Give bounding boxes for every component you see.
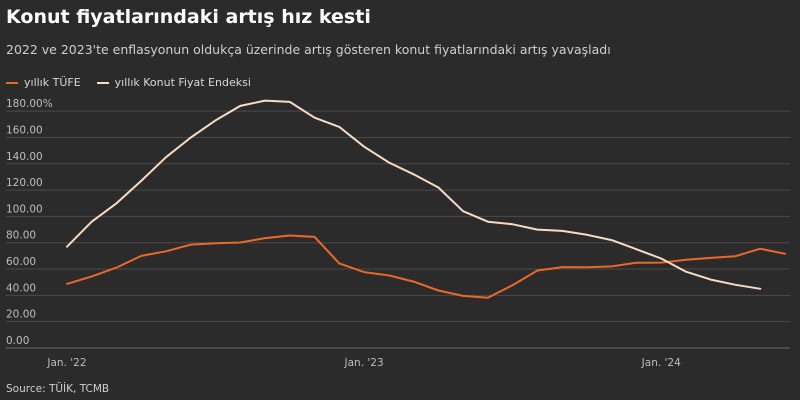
y-tick-label: 0.00 bbox=[6, 335, 29, 347]
y-tick-label: 180.00% bbox=[6, 98, 53, 110]
source-note: Source: TÜİK, TCMB bbox=[6, 383, 110, 395]
series-line-tufe bbox=[66, 234, 786, 299]
x-tick-label: Jan. '22 bbox=[46, 357, 86, 369]
x-tick-label: Jan. '24 bbox=[641, 357, 681, 369]
legend-label-konut: yıllık Konut Fiyat Endeksi bbox=[114, 76, 251, 89]
y-tick-label: 100.00 bbox=[6, 203, 43, 215]
y-tick-label: 40.00 bbox=[6, 282, 36, 294]
y-tick-label: 160.00 bbox=[6, 124, 43, 136]
y-tick-label: 120.00 bbox=[6, 177, 43, 189]
y-tick-label: 140.00 bbox=[6, 151, 43, 163]
y-tick-label: 20.00 bbox=[6, 309, 36, 321]
chart-subtitle: 2022 ve 2023'te enflasyonun oldukça üzer… bbox=[6, 42, 611, 57]
y-tick-label: 80.00 bbox=[6, 230, 36, 242]
legend-item-konut: yıllık Konut Fiyat Endeksi bbox=[96, 76, 251, 89]
chart-title: Konut fiyatlarındaki artış hız kesti bbox=[6, 6, 371, 28]
legend-swatch-konut bbox=[96, 81, 109, 84]
legend-label-tufe: yıllık TÜFE bbox=[24, 76, 81, 89]
x-tick-label: Jan. '23 bbox=[344, 357, 384, 369]
legend-item-tufe: yıllık TÜFE bbox=[6, 76, 81, 89]
series-line-konut bbox=[66, 99, 762, 290]
chart-legend: yıllık TÜFE yıllık Konut Fiyat Endeksi bbox=[6, 76, 267, 89]
legend-swatch-tufe bbox=[6, 81, 18, 84]
y-tick-label: 60.00 bbox=[6, 256, 36, 268]
